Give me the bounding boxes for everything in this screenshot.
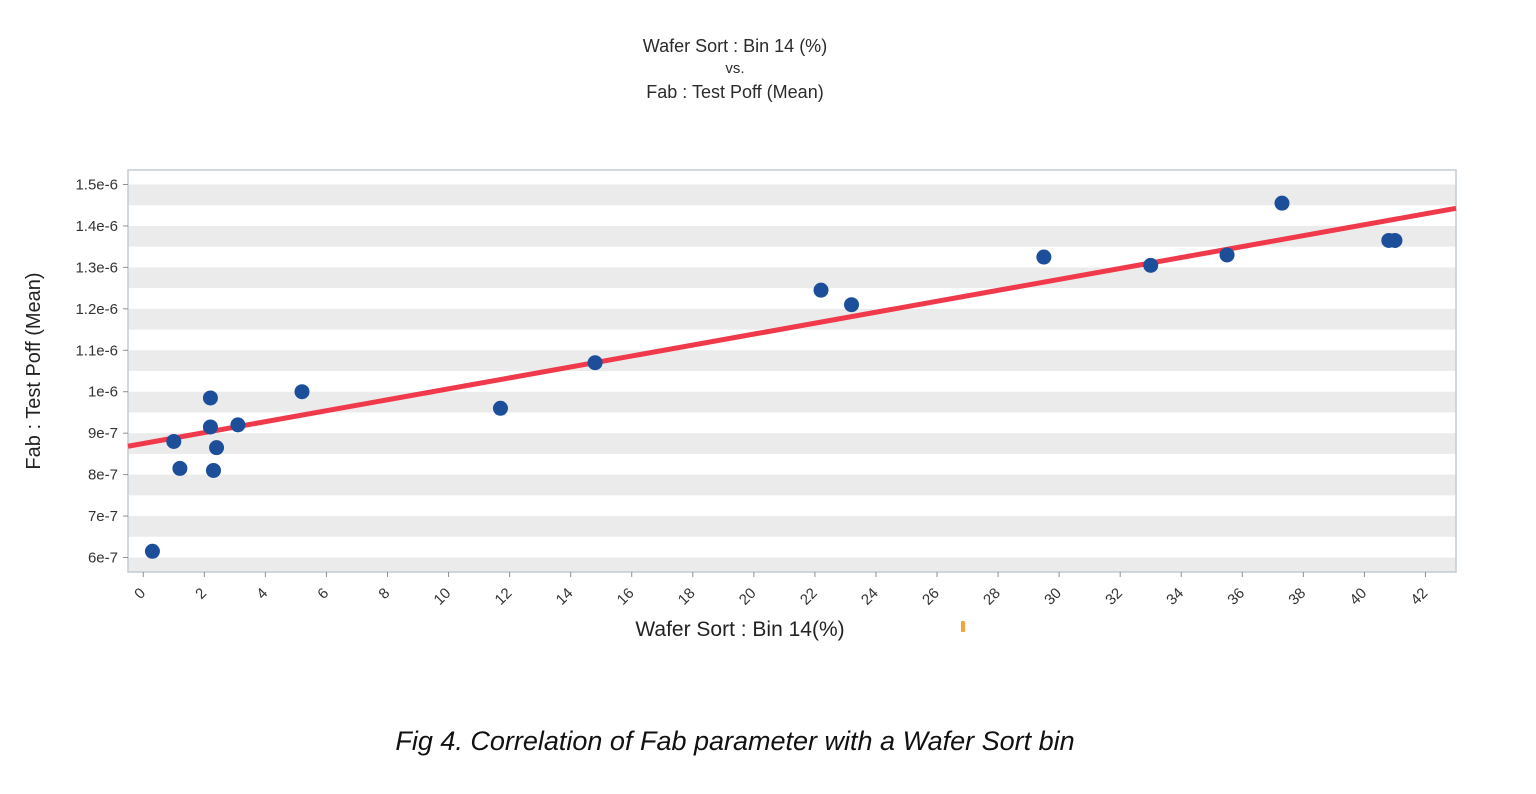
chart-title-line3: Fab : Test Poff (Mean) (646, 82, 824, 102)
data-point (1387, 232, 1403, 248)
x-tick-label: 6 (314, 585, 332, 603)
x-tick-label: 22 (797, 585, 821, 609)
data-point (587, 355, 603, 371)
data-point (492, 400, 508, 416)
plot-stripe (128, 184, 1456, 206)
data-point (209, 440, 225, 456)
data-point (144, 543, 160, 559)
x-tick-label: 12 (492, 585, 516, 609)
x-tick-label: 42 (1407, 585, 1431, 609)
data-point (230, 417, 246, 433)
data-point (1036, 249, 1052, 265)
plot-stripe (128, 308, 1456, 330)
data-point (294, 384, 310, 400)
y-tick-label: 9e-7 (88, 425, 118, 442)
data-point (172, 460, 188, 476)
x-tick-label: 28 (980, 585, 1004, 609)
y-tick-label: 1.3e-6 (75, 259, 118, 276)
chart-title-line1: Wafer Sort : Bin 14 (%) (642, 36, 828, 56)
scatter-plot: 0 2 4 6 8 10 12 14 16 18 20 22 24 26 28 30 32 34 36 38 40 426… (23, 169, 1457, 641)
x-tick-label: 4 (253, 585, 271, 603)
plot-border (127, 169, 1457, 573)
data-point (202, 390, 218, 406)
x-tick-label: 30 (1041, 585, 1065, 609)
y-tick-label: 1e-6 (88, 384, 118, 401)
x-tick-label: 18 (675, 585, 699, 609)
data-point (1219, 247, 1235, 263)
x-tick-label: 20 (736, 585, 760, 609)
x-tick-label: 40 (1346, 585, 1370, 609)
y-tick-label: 1.2e-6 (75, 301, 118, 318)
x-tick-label: 14 (553, 585, 577, 609)
y-axis-title: Fab : Test Poff (Mean) (23, 272, 45, 469)
y-tick-label: 1.5e-6 (75, 177, 118, 194)
y-tick-label: 7e-7 (88, 508, 118, 525)
plot-stripe (128, 225, 1456, 247)
plot-stripe (128, 557, 1456, 572)
plot-stripe (128, 474, 1456, 496)
data-point (844, 297, 860, 313)
x-tick-label: 2 (192, 585, 210, 603)
data-point (166, 433, 182, 449)
data-point (1143, 257, 1159, 273)
x-tick-label: 38 (1285, 585, 1309, 609)
x-tick-label: 8 (375, 585, 393, 603)
plot-stripe (128, 350, 1456, 371)
plot-stripe (128, 267, 1456, 289)
stray-orange-mark (961, 621, 965, 632)
y-tick-label: 6e-7 (88, 549, 118, 566)
data-point (205, 462, 221, 478)
x-tick-label: 10 (431, 585, 455, 609)
chart-title: Wafer Sort : Bin 14 (%) vs. Fab : Test P… (0, 34, 1470, 104)
x-tick-label: 16 (614, 585, 638, 609)
x-tick-label: 26 (919, 585, 943, 609)
data-point (813, 282, 829, 298)
x-tick-label: 0 (131, 585, 149, 603)
data-point (1274, 195, 1290, 211)
plot-stripe (128, 391, 1456, 413)
y-tick-label: 8e-7 (88, 467, 118, 484)
figure-caption: Fig 4. Correlation of Fab parameter with… (395, 726, 1075, 756)
y-tick-label: 1.4e-6 (75, 218, 118, 235)
x-tick-label: 24 (858, 585, 882, 609)
x-axis-title: Wafer Sort : Bin 14(%) (635, 618, 844, 641)
x-tick-label: 34 (1163, 585, 1187, 609)
plot-stripe (128, 516, 1456, 537)
x-tick-label: 32 (1102, 585, 1126, 609)
chart-title-line2: vs. (725, 60, 745, 77)
data-point (202, 419, 218, 435)
y-tick-label: 1.1e-6 (75, 342, 118, 359)
trend-line (127, 205, 1457, 449)
x-tick-label: 36 (1224, 585, 1248, 609)
plot-stripe (128, 433, 1456, 454)
